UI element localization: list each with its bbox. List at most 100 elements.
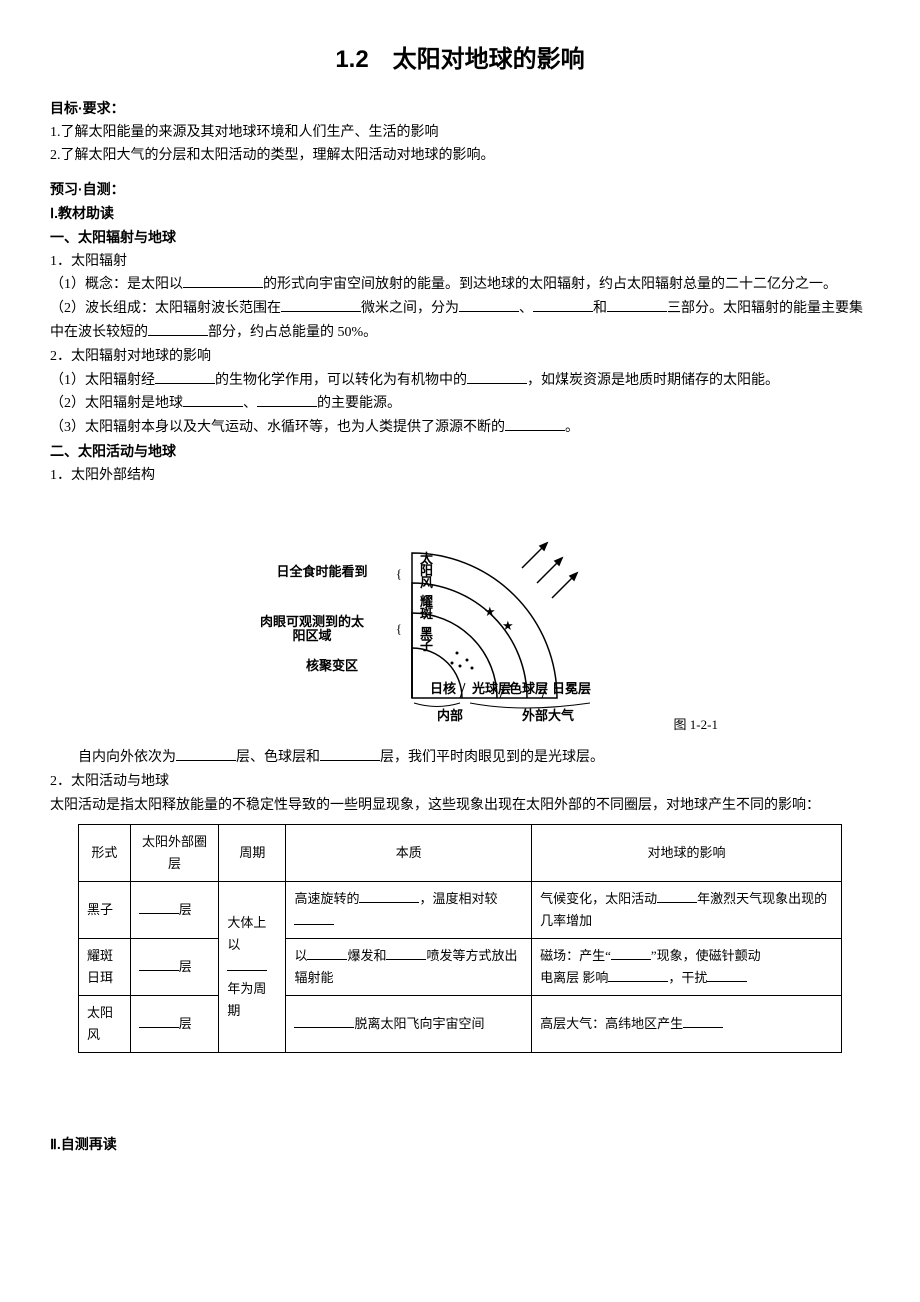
blank[interactable] (257, 392, 317, 407)
blank[interactable] (611, 946, 651, 960)
text: 自内向外依次为 (78, 750, 176, 765)
cell-form: 黑子 (79, 881, 131, 938)
section-a-heading: 一、太阳辐射与地球 (50, 226, 870, 250)
blank[interactable] (176, 746, 236, 761)
blank[interactable] (281, 297, 361, 312)
text: 层，我们平时肉眼见到的是光球层。 (380, 750, 604, 765)
blank[interactable] (707, 968, 747, 982)
section-a-2-2: （2）太阳辐射是地球、的主要能源。 (50, 392, 870, 416)
cell-effect: 气候变化，太阳活动年激烈天气现象出现的几率增加 (532, 881, 842, 938)
goal-item-1: 1.了解太阳能量的来源及其对地球环境和人们生产、生活的影响 (50, 121, 870, 145)
blank[interactable] (294, 1014, 354, 1028)
text: ，干扰 (668, 970, 707, 985)
goals-heading: 目标·要求： (50, 97, 870, 121)
section-b-2-lead: 2．太阳活动与地球 (50, 770, 870, 794)
diagram-caption: 图 1-2-1 (674, 714, 718, 736)
cell-effect: 磁场：产生“”现象，使磁针颤动 电离层 影响，干扰 (532, 939, 842, 996)
footer-sub2: Ⅱ.自测再读 (50, 1133, 870, 1157)
text: 脱离太阳飞向宇宙空间 (354, 1016, 484, 1031)
table-row: 耀斑日珥 层 以爆发和喷发等方式放出辐射能 磁场：产生“”现象，使磁针颤动 电离… (79, 939, 842, 996)
section-a-1-1: （1）概念：是太阳以 的形式向宇宙空间放射的能量。到达地球的太阳辐射，约占太阳辐射… (50, 273, 870, 297)
text: （1）概念：是太阳以 (50, 277, 183, 292)
blank[interactable] (139, 1014, 179, 1028)
cell-period: 大体上以 年为周期 (219, 881, 286, 1053)
blank[interactable] (148, 321, 208, 336)
text: 气候变化，太阳活动 (540, 891, 657, 906)
th-period: 周期 (219, 824, 286, 881)
blank[interactable] (533, 297, 593, 312)
section-a-1-2: （2）波长组成：太阳辐射波长范围在微米之间，分为、和三部分。太阳辐射的能量主要集… (50, 297, 870, 345)
text: 的主要能源。 (317, 396, 401, 411)
text: 的生物化学作用，可以转化为有机物中的 (215, 373, 467, 388)
text: 、 (243, 396, 257, 411)
blank[interactable] (320, 746, 380, 761)
blank[interactable] (183, 273, 263, 288)
blank[interactable] (657, 889, 697, 903)
table-header-row: 形式 太阳外部圈层 周期 本质 对地球的影响 (79, 824, 842, 881)
blank[interactable] (505, 416, 565, 431)
svg-text:★: ★ (484, 604, 496, 619)
blank[interactable] (608, 968, 668, 982)
cell-layer: 层 (130, 939, 219, 996)
text: 大体上以 (227, 915, 266, 952)
goal-item-2: 2.了解太阳大气的分层和太阳活动的类型，理解太阳活动对地球的影响。 (50, 144, 870, 168)
blank[interactable] (386, 946, 426, 960)
diagram-inner: 内部 (437, 708, 463, 723)
blank[interactable] (227, 957, 267, 971)
text: 以 (294, 948, 307, 963)
blank[interactable] (607, 297, 667, 312)
th-form: 形式 (79, 824, 131, 881)
solar-activity-table: 形式 太阳外部圈层 周期 本质 对地球的影响 黑子 层 大体上以 年为周期 高速… (78, 824, 842, 1054)
blank[interactable] (307, 946, 347, 960)
text: （3）太阳辐射本身以及大气运动、水循环等，也为人类提供了源源不断的 (50, 420, 505, 435)
text: 爆发和 (347, 948, 386, 963)
text: （2）波长组成：太阳辐射波长范围在 (50, 301, 281, 316)
blank[interactable] (139, 900, 179, 914)
text: ，温度相对较 (419, 891, 497, 906)
cell-form: 耀斑日珥 (79, 939, 131, 996)
text: 层 (179, 1016, 192, 1031)
cell-effect: 高层大气：高纬地区产生 (532, 996, 842, 1053)
blank[interactable] (183, 392, 243, 407)
cell-essence: 脱离太阳飞向宇宙空间 (286, 996, 532, 1053)
table-row: 太阳风 层 脱离太阳飞向宇宙空间 高层大气：高纬地区产生 (79, 996, 842, 1053)
blank[interactable] (683, 1014, 723, 1028)
cell-form: 太阳风 (79, 996, 131, 1053)
svg-text:{: { (396, 566, 402, 581)
section-a-2-lead: 2．太阳辐射对地球的影响 (50, 345, 870, 369)
svg-text:耀斑: 耀斑 (419, 594, 433, 621)
text: 的形式向宇宙空间放射的能量。到达地球的太阳辐射，约占太阳辐射总量的二十二亿分之一… (263, 277, 837, 292)
text: ，如煤炭资源是地质时期储存的太阳能。 (527, 373, 779, 388)
blank[interactable] (359, 889, 419, 903)
blank[interactable] (294, 911, 334, 925)
blank[interactable] (139, 957, 179, 971)
blank[interactable] (467, 369, 527, 384)
text: 高层大气：高纬地区产生 (540, 1016, 683, 1031)
cell-layer: 层 (130, 996, 219, 1053)
svg-text:太阳风: 太阳风 (419, 551, 434, 590)
cell-layer: 层 (130, 881, 219, 938)
text: ”现象，使磁针颤动 (651, 948, 761, 963)
section-a-2-3: （3）太阳辐射本身以及大气运动、水循环等，也为人类提供了源源不断的。 (50, 416, 870, 440)
section-b-1-tail: 自内向外依次为层、色球层和层，我们平时肉眼见到的是光球层。 (50, 746, 870, 770)
svg-text:黑子: 黑子 (420, 626, 433, 653)
text: 层 (179, 959, 192, 974)
th-effect: 对地球的影响 (532, 824, 842, 881)
cell-essence: 高速旋转的，温度相对较 (286, 881, 532, 938)
page-title: 1.2 太阳对地球的影响 (50, 40, 870, 81)
preview-heading: 预习·自测： (50, 178, 870, 202)
preview-sub1: Ⅰ.教材助读 (50, 202, 870, 226)
section-a-1-lead: 1．太阳辐射 (50, 250, 870, 274)
diagram-label-eclipse: 日全食时能看到 (277, 564, 368, 579)
th-essence: 本质 (286, 824, 532, 881)
svg-text:{: { (396, 621, 402, 636)
text: 磁场：产生“ (540, 948, 611, 963)
blank[interactable] (155, 369, 215, 384)
diagram-label-fusion: 核聚变区 (306, 658, 358, 673)
blank[interactable] (459, 297, 519, 312)
th-layer: 太阳外部圈层 (130, 824, 219, 881)
sun-structure-diagram: ★ ★ { { 日全食时能看到 肉眼可观测到的太阳区域 核聚变区 太阳风 耀斑 … (50, 498, 870, 737)
svg-text:★: ★ (502, 618, 514, 633)
text: 年为周期 (227, 981, 266, 1018)
text: （1）太阳辐射经 (50, 373, 155, 388)
